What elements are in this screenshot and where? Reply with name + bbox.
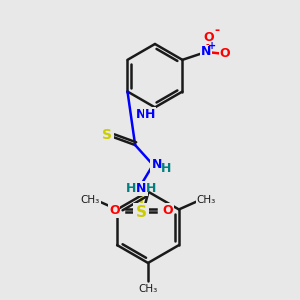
Text: H: H [161,162,171,175]
Text: CH₃: CH₃ [81,194,100,205]
Text: N: N [136,108,146,121]
Text: H: H [146,182,156,195]
Text: O: O [204,31,214,44]
Text: -: - [214,24,220,37]
Text: O: O [109,204,120,217]
Text: O: O [163,204,173,217]
Text: H: H [145,108,155,121]
Text: +: + [208,41,216,51]
Text: CH₃: CH₃ [138,284,158,294]
Text: H: H [126,182,136,195]
Text: N: N [136,182,146,195]
Text: CH₃: CH₃ [196,194,215,205]
Text: N: N [152,158,162,171]
Text: S: S [102,128,112,142]
Text: N: N [201,45,211,58]
Text: S: S [136,205,147,220]
Text: O: O [220,47,230,60]
